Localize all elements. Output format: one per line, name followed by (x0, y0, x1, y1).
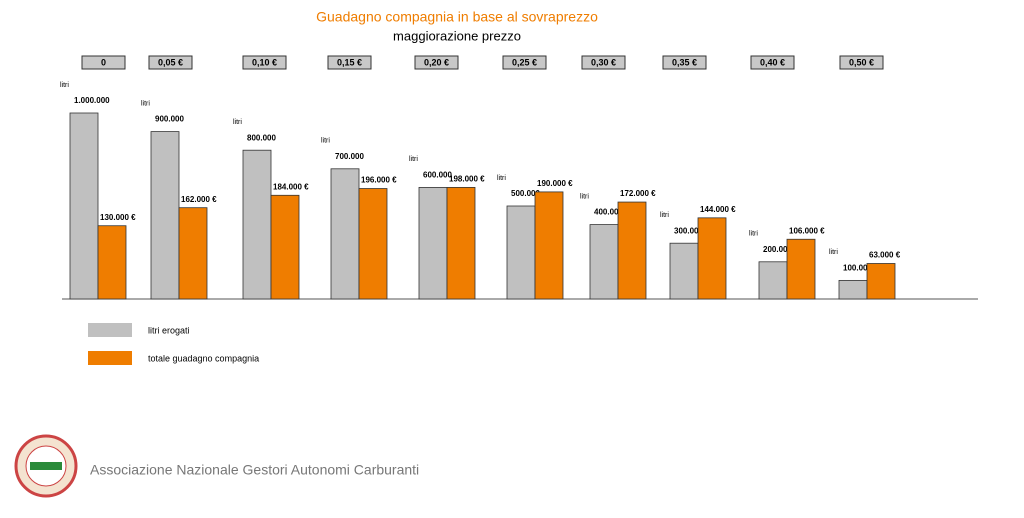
legend-swatch (88, 323, 132, 337)
category-label: 0,10 € (252, 57, 277, 67)
category-box (662, 55, 707, 70)
bar (178, 207, 208, 300)
value-label: 300.000 (674, 226, 703, 235)
value-label: 198.000 € (449, 175, 485, 184)
value-label: 184.000 € (273, 182, 309, 191)
bar (534, 191, 564, 300)
bar (69, 112, 99, 300)
bar (418, 186, 448, 300)
footer: Associazione Nazionale Gestori Autonomi … (90, 462, 419, 478)
value-label: 700.000 (335, 152, 364, 161)
bar (758, 261, 788, 300)
legend-label: litri erogati (148, 325, 190, 335)
unit-label: litri (60, 82, 69, 89)
value-label: 400.000 (594, 208, 623, 217)
value-label: 800.000 (247, 133, 276, 142)
category-label: 0,50 € (849, 57, 874, 67)
category-box (242, 55, 287, 70)
value-label: 196.000 € (361, 176, 397, 185)
unit-label: litri (829, 249, 838, 256)
value-label: 500.000 (511, 189, 540, 198)
category-label: 0,05 € (158, 57, 183, 67)
value-label: 900.000 (155, 115, 184, 124)
unit-label: litri (233, 119, 242, 126)
value-label: 63.000 € (869, 251, 901, 260)
category-label: 0,20 € (424, 57, 449, 67)
value-label: 130.000 € (100, 213, 136, 222)
value-label: 600.000 (423, 171, 452, 180)
bar (669, 242, 699, 300)
category-label: 0,25 € (512, 57, 537, 67)
category-box (414, 55, 459, 70)
category-label: 0,15 € (337, 57, 362, 67)
chart-title: Guadagno compagnia in base al sovraprezz… (316, 9, 598, 25)
category-label: 0,35 € (672, 57, 697, 67)
category-label: 0 (101, 57, 106, 67)
bar (446, 186, 476, 300)
value-label: 200.000 (763, 245, 792, 254)
value-label: 162.000 € (181, 195, 217, 204)
bar (589, 224, 619, 300)
bar (330, 168, 360, 300)
category-box (81, 55, 126, 70)
bar (506, 205, 536, 300)
bar (866, 263, 896, 300)
logo (14, 434, 78, 498)
category-box (502, 55, 547, 70)
unit-label: litri (141, 100, 150, 107)
bar (838, 279, 868, 300)
category-box (327, 55, 372, 70)
category-box (581, 55, 626, 70)
unit-label: litri (409, 156, 418, 163)
legend-swatch (88, 351, 132, 365)
category-box (750, 55, 795, 70)
unit-label: litri (580, 193, 589, 200)
value-label: 106.000 € (789, 226, 825, 235)
bar (242, 149, 272, 300)
category-label: 0,30 € (591, 57, 616, 67)
category-label: 0,40 € (760, 57, 785, 67)
bar (270, 194, 300, 300)
bar (617, 201, 647, 300)
bar (358, 188, 388, 300)
unit-label: litri (749, 231, 758, 238)
category-box (839, 55, 884, 70)
legend-label: totale guadagno compagnia (148, 353, 259, 363)
bar (697, 217, 727, 300)
value-label: 190.000 € (537, 179, 573, 188)
value-label: 100.000 (843, 264, 872, 273)
unit-label: litri (497, 175, 506, 182)
value-label: 1.000.000 (74, 96, 110, 105)
bar (150, 131, 180, 300)
chart-subtitle: maggiorazione prezzo (393, 28, 521, 43)
bar (786, 238, 816, 300)
value-label: 144.000 € (700, 205, 736, 214)
category-box (148, 55, 193, 70)
unit-label: litri (660, 212, 669, 219)
unit-label: litri (321, 138, 330, 145)
value-label: 172.000 € (620, 189, 656, 198)
bar (97, 225, 127, 300)
